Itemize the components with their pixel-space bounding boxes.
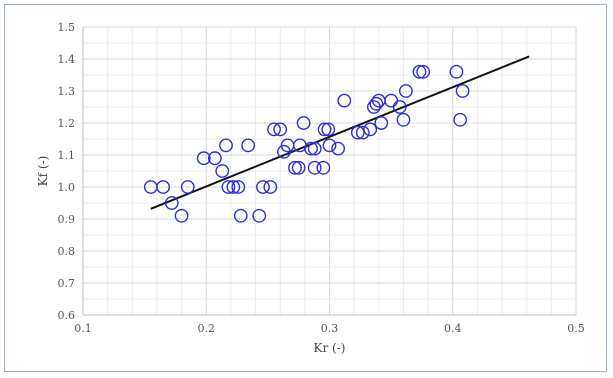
x-tick-label: 0.4 (444, 322, 462, 335)
data-point (412, 64, 427, 79)
data-point (215, 164, 230, 178)
data-point (226, 180, 241, 194)
y-tick-label: 0.9 (58, 213, 76, 226)
data-point (233, 208, 248, 223)
data-point (196, 151, 211, 166)
data-point (164, 196, 179, 210)
data-point (256, 180, 270, 194)
trendline (150, 55, 530, 210)
data-point (207, 151, 222, 166)
data-point (453, 112, 468, 127)
y-axis-label: Kf (-) (36, 156, 50, 187)
data-point (267, 122, 281, 137)
data-point (337, 93, 352, 108)
data-point (455, 84, 470, 98)
data-point (369, 96, 384, 111)
scatter-chart: 0.1 0.2 0.3 0.4 0.5 0.6 0.7 0.8 0.9 1.0 1.1 1.2 1.3… (36, 21, 585, 355)
data-point (384, 93, 399, 108)
trendline-layer (150, 55, 530, 210)
data-point (392, 100, 407, 114)
data-point (322, 138, 337, 153)
data-point (263, 180, 278, 194)
y-tick-label: 1.0 (58, 181, 76, 194)
y-tick-label: 1.3 (58, 85, 76, 98)
data-point (416, 64, 431, 79)
data-point (317, 122, 332, 137)
y-tick-label: 0.7 (58, 277, 76, 290)
data-point (304, 141, 318, 156)
y-tick-label: 1.1 (58, 149, 76, 162)
data-point (321, 122, 336, 137)
data-point (288, 160, 302, 175)
data-point (355, 125, 370, 140)
data-point (363, 122, 378, 137)
data-point (241, 138, 256, 153)
data-point (219, 138, 233, 153)
y-tick-label: 1.2 (58, 117, 76, 130)
x-tick-label: 0.3 (321, 322, 339, 335)
data-point (350, 125, 365, 140)
data-point (252, 208, 267, 223)
y-tick-label: 1.4 (58, 53, 76, 66)
y-tick-labels: 0.6 0.7 0.8 0.9 1.0 1.1 1.2 1.3 1.4 1.5 (58, 21, 76, 322)
data-point (156, 180, 171, 194)
x-tick-label: 0.5 (567, 322, 585, 335)
x-axis-label: Kr (-) (314, 341, 346, 355)
data-point (291, 160, 306, 175)
y-tick-label: 1.5 (58, 21, 76, 34)
data-point (307, 141, 322, 156)
grid (82, 26, 577, 316)
x-tick-label: 0.1 (74, 322, 92, 335)
y-tick-label: 0.6 (58, 309, 76, 322)
chart-frame: 0.1 0.2 0.3 0.4 0.5 0.6 0.7 0.8 0.9 1.0 1.1 1.2 1.3… (4, 4, 607, 372)
data-point (174, 208, 189, 223)
data-points (143, 64, 470, 223)
data-point (316, 160, 331, 175)
data-point (374, 116, 389, 130)
data-point (273, 122, 288, 137)
data-point (221, 180, 236, 194)
data-point (449, 64, 464, 79)
y-tick-label: 0.8 (58, 245, 76, 258)
data-point (180, 180, 195, 194)
x-tick-labels: 0.1 0.2 0.3 0.4 0.5 (74, 322, 585, 335)
data-point (231, 180, 246, 194)
data-point (296, 116, 311, 130)
data-point (399, 84, 413, 98)
axes (82, 27, 576, 316)
data-point (396, 112, 411, 127)
x-tick-label: 0.2 (198, 322, 216, 335)
data-point (331, 141, 346, 156)
data-point (307, 160, 322, 175)
